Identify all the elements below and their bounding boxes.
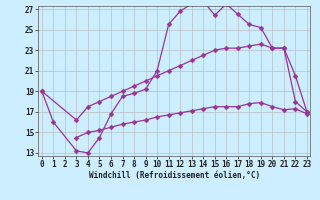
X-axis label: Windchill (Refroidissement éolien,°C): Windchill (Refroidissement éolien,°C) (89, 171, 260, 180)
